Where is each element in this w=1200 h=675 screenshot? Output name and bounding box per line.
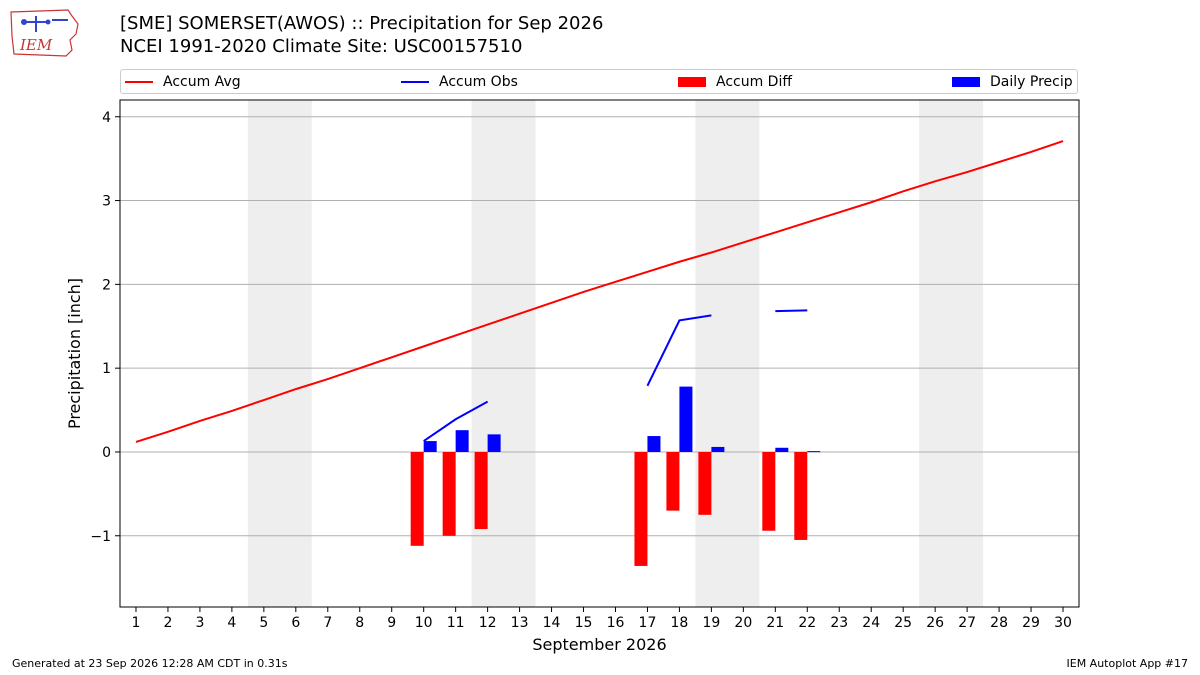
- y-tick-label: 3: [102, 194, 111, 210]
- x-tick-label: 17: [639, 615, 657, 631]
- weekend-band-1: [471, 100, 536, 607]
- daily-precip-bar-18: [679, 386, 693, 452]
- x-tick-label: 25: [894, 615, 912, 631]
- x-tick-label: 18: [671, 615, 689, 631]
- x-tick-label: 3: [195, 615, 204, 631]
- plot-frame: [119, 99, 1080, 608]
- legend: Accum Avg Accum Obs Accum Diff Daily Pre…: [120, 69, 1078, 94]
- x-tick-label: 15: [575, 615, 593, 631]
- x-tick-label: 29: [1022, 615, 1040, 631]
- daily-precip-bar-21: [775, 447, 789, 452]
- accum-obs-line-1: [646, 314, 712, 387]
- x-tick-label: 20: [734, 615, 752, 631]
- daily-precip-bar-17: [647, 436, 661, 452]
- y-tick-label: −1: [90, 529, 111, 545]
- x-tick-label: 16: [607, 615, 625, 631]
- legend-item-accum-diff: Accum Diff: [678, 74, 792, 90]
- x-tick-label: 1: [132, 615, 141, 631]
- daily-precip-bar-12: [487, 434, 501, 452]
- x-tick-label: 28: [990, 615, 1008, 631]
- accum-diff-bar-12: [474, 451, 488, 530]
- x-tick-label: 6: [291, 615, 300, 631]
- legend-swatch-accum-diff: [678, 77, 706, 87]
- x-tick-label: 21: [766, 615, 784, 631]
- y-tick-label: 2: [102, 277, 111, 293]
- x-tick-label: 30: [1054, 615, 1072, 631]
- daily-precip-bar-10: [423, 441, 437, 452]
- x-tick-label: 26: [926, 615, 944, 631]
- daily-precip-bar-22: [807, 451, 821, 453]
- title-line-1: [SME] SOMERSET(AWOS) :: Precipitation fo…: [120, 13, 604, 34]
- x-tick-label: 9: [387, 615, 396, 631]
- x-tick-label: 11: [447, 615, 465, 631]
- x-tick-label: 14: [543, 615, 561, 631]
- accum-avg-line: [135, 140, 1064, 443]
- logo-text: IEM: [19, 36, 53, 54]
- title-line-2: NCEI 1991-2020 Climate Site: USC00157510: [120, 36, 523, 57]
- weekend-band-2: [695, 100, 760, 607]
- x-tick-label: 23: [830, 615, 848, 631]
- accum-diff-bar-10: [410, 451, 424, 546]
- accum-diff-bar-22: [794, 451, 808, 540]
- accum-diff-bar-17: [634, 451, 648, 566]
- x-axis-label: September 2026: [532, 635, 666, 654]
- x-tick-label: 22: [798, 615, 816, 631]
- x-tick-label: 2: [163, 615, 172, 631]
- x-tick-label: 12: [479, 615, 497, 631]
- app-credit: IEM Autoplot App #17: [1066, 657, 1189, 670]
- legend-swatch-accum-avg: [125, 81, 153, 83]
- x-tick-label: 5: [259, 615, 268, 631]
- weekend-band-3: [919, 100, 984, 607]
- x-tick-label: 4: [227, 615, 236, 631]
- legend-item-daily-precip: Daily Precip: [952, 74, 1073, 90]
- iem-logo: IEM: [8, 6, 82, 60]
- daily-precip-bar-19: [711, 446, 725, 452]
- legend-label-daily-precip: Daily Precip: [990, 74, 1073, 90]
- accum-diff-bar-18: [666, 451, 680, 511]
- legend-label-accum-diff: Accum Diff: [716, 74, 793, 90]
- legend-item-accum-avg: Accum Avg: [125, 74, 241, 90]
- x-tick-label: 19: [702, 615, 720, 631]
- legend-swatch-daily-precip: [952, 77, 980, 87]
- accum-diff-bar-21: [762, 451, 776, 531]
- x-tick-label: 7: [323, 615, 332, 631]
- accum-diff-bar-11: [442, 451, 456, 536]
- accum-obs-line-2: [775, 309, 808, 313]
- chart-title: [SME] SOMERSET(AWOS) :: Precipitation fo…: [120, 12, 603, 58]
- weekend-band-0: [247, 100, 312, 607]
- legend-label-accum-avg: Accum Avg: [163, 74, 241, 90]
- legend-item-accum-obs: Accum Obs: [401, 74, 518, 90]
- legend-swatch-accum-obs: [401, 81, 429, 83]
- x-tick-label: 10: [415, 615, 433, 631]
- y-tick-label: 1: [102, 361, 111, 377]
- y-tick-label: 0: [102, 445, 111, 461]
- x-tick-label: 24: [862, 615, 880, 631]
- daily-precip-bar-11: [455, 430, 469, 452]
- generated-timestamp: Generated at 23 Sep 2026 12:28 AM CDT in…: [12, 657, 288, 670]
- accum-obs-line-0: [423, 400, 489, 442]
- y-tick-label: 4: [102, 110, 111, 126]
- accum-diff-bar-19: [698, 451, 712, 515]
- legend-label-accum-obs: Accum Obs: [439, 74, 518, 90]
- iowa-state-outline: IEM: [10, 9, 79, 57]
- x-tick-label: 27: [958, 615, 976, 631]
- x-tick-label: 13: [511, 615, 529, 631]
- x-tick-label: 8: [355, 615, 364, 631]
- y-axis-label: Precipitation [inch]: [65, 278, 84, 429]
